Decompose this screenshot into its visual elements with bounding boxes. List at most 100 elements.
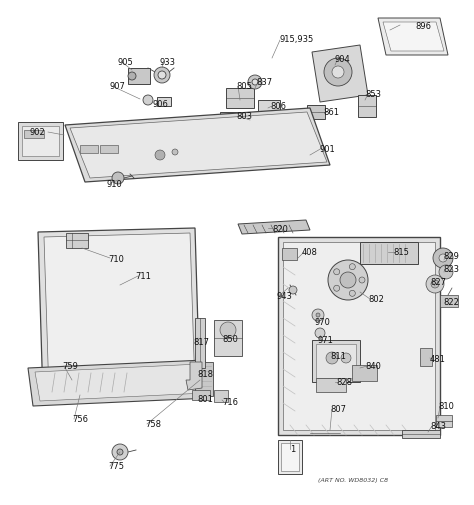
Text: 896: 896 [415, 22, 431, 31]
Circle shape [334, 285, 340, 291]
Text: 843: 843 [430, 422, 446, 431]
Text: 711: 711 [135, 272, 151, 281]
Text: 802: 802 [368, 295, 384, 304]
Text: 837: 837 [256, 78, 272, 87]
Text: 827: 827 [430, 278, 446, 287]
Bar [195, 362, 213, 396]
Text: 810: 810 [438, 402, 454, 411]
Polygon shape [238, 220, 310, 234]
Text: 756: 756 [72, 415, 88, 424]
Polygon shape [378, 18, 448, 55]
Text: 1: 1 [290, 445, 295, 454]
Circle shape [312, 309, 324, 321]
Circle shape [143, 95, 153, 105]
Bar [440, 295, 458, 307]
Bar [402, 430, 440, 438]
Text: 775: 775 [108, 462, 124, 471]
Bar [214, 390, 228, 402]
Text: 710: 710 [108, 255, 124, 264]
Bar [282, 248, 297, 260]
Bar [22, 126, 59, 156]
Circle shape [117, 449, 123, 455]
Text: 818: 818 [197, 370, 213, 379]
Text: 817: 817 [193, 338, 209, 347]
Bar [316, 344, 356, 378]
Circle shape [326, 352, 338, 364]
Polygon shape [65, 108, 330, 182]
Circle shape [112, 444, 128, 460]
Text: 716: 716 [222, 398, 238, 407]
Text: 829: 829 [443, 252, 459, 261]
Bar [436, 415, 452, 427]
Text: 861: 861 [323, 108, 339, 117]
Text: 801: 801 [197, 395, 213, 404]
Text: 759: 759 [62, 362, 78, 371]
Bar [192, 390, 210, 400]
Circle shape [426, 275, 444, 293]
Circle shape [340, 272, 356, 288]
Text: 970: 970 [315, 318, 331, 327]
Text: 853: 853 [365, 90, 381, 99]
Circle shape [433, 248, 453, 268]
Circle shape [289, 286, 297, 294]
Polygon shape [283, 242, 435, 430]
Circle shape [439, 254, 447, 262]
Bar [214, 320, 242, 356]
Circle shape [341, 353, 351, 363]
Text: 806: 806 [270, 102, 286, 111]
Text: (ART NO. WD8032) C8: (ART NO. WD8032) C8 [318, 478, 388, 483]
Bar [316, 378, 346, 392]
Text: 907: 907 [110, 82, 126, 91]
Text: 807: 807 [330, 405, 346, 414]
Circle shape [334, 269, 340, 275]
Text: 910: 910 [107, 180, 123, 189]
Bar [278, 440, 302, 474]
Circle shape [158, 71, 166, 79]
Text: 815: 815 [393, 248, 409, 257]
Circle shape [316, 313, 320, 317]
Polygon shape [38, 228, 200, 399]
Text: 481: 481 [430, 355, 446, 364]
Bar [80, 145, 98, 153]
Text: 820: 820 [272, 225, 288, 234]
Text: 901: 901 [320, 145, 336, 154]
Circle shape [349, 264, 356, 270]
Text: 902: 902 [30, 128, 46, 137]
Text: 823: 823 [443, 265, 459, 274]
Text: 904: 904 [335, 55, 351, 64]
Bar [157, 97, 171, 106]
Polygon shape [35, 364, 205, 401]
Circle shape [328, 260, 368, 300]
Circle shape [220, 322, 236, 338]
Text: 828: 828 [336, 378, 352, 387]
Polygon shape [383, 22, 444, 51]
Circle shape [324, 58, 352, 86]
Bar [18, 122, 63, 160]
Polygon shape [312, 45, 368, 102]
Polygon shape [278, 237, 440, 435]
Text: 915,935: 915,935 [280, 35, 314, 44]
Circle shape [431, 280, 439, 288]
Circle shape [112, 172, 124, 184]
Bar [100, 145, 118, 153]
Text: 805: 805 [236, 82, 252, 91]
Bar [312, 340, 360, 382]
Bar [24, 130, 44, 138]
Text: 803: 803 [236, 112, 252, 121]
Bar [307, 105, 325, 119]
Text: 758: 758 [145, 420, 161, 429]
Bar [358, 95, 376, 117]
Circle shape [332, 66, 344, 78]
Bar [128, 68, 150, 84]
Text: 822: 822 [443, 298, 459, 307]
Circle shape [252, 79, 258, 85]
Text: 906: 906 [153, 100, 169, 109]
Polygon shape [44, 233, 195, 394]
Bar [360, 242, 418, 264]
Polygon shape [70, 112, 327, 178]
Text: 943: 943 [277, 292, 293, 301]
Polygon shape [186, 362, 202, 390]
Circle shape [315, 328, 325, 338]
Text: 840: 840 [365, 362, 381, 371]
Circle shape [439, 265, 453, 279]
